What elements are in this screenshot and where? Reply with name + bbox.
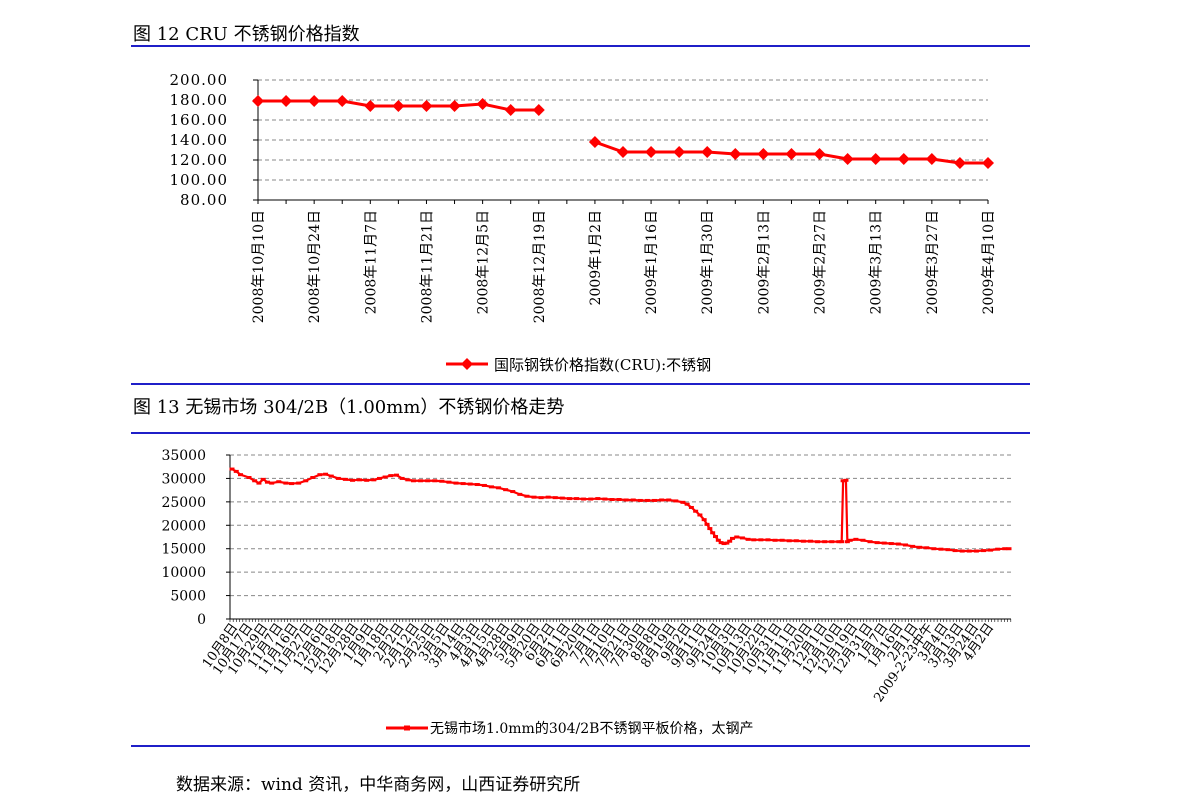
data-point	[588, 136, 601, 148]
x-tick-label: 2008年12月5日	[476, 210, 492, 314]
figure-13-title-rule	[131, 432, 1030, 434]
x-tick-label: 2009年4月10日	[981, 210, 997, 314]
data-point	[729, 148, 742, 160]
figure-13-bottom-rule	[131, 745, 1030, 747]
y-tick-label: 25000	[161, 495, 206, 511]
data-point	[785, 148, 798, 160]
x-tick-label: 2009年3月27日	[925, 210, 941, 314]
data-point	[645, 146, 658, 158]
y-tick-label: 5000	[170, 589, 206, 605]
y-tick-label: 15000	[161, 542, 206, 558]
x-tick-label: 2008年10月24日	[307, 210, 323, 323]
x-tick-label: 2009年1月30日	[700, 210, 716, 314]
data-point	[392, 100, 405, 112]
figure-13-chart: 0500010000150002000025000300003500010月8日…	[161, 448, 1012, 737]
data-point	[252, 95, 264, 107]
y-tick-label: 200.00	[170, 71, 229, 89]
x-tick-label: 2009年1月2日	[588, 210, 604, 305]
figure-12-title: 图 12 CRU 不锈钢价格指数	[133, 24, 360, 45]
data-point	[757, 148, 770, 160]
data-point	[280, 95, 293, 107]
data-point	[364, 100, 377, 112]
figure-12-title-rule	[131, 45, 1030, 47]
data-point	[420, 100, 433, 112]
data-point	[476, 98, 489, 110]
legend-marker	[461, 358, 473, 370]
data-point	[673, 146, 686, 158]
data-point	[336, 95, 349, 107]
data-point	[617, 146, 629, 158]
y-tick-label: 100.00	[170, 171, 229, 189]
source-note: 数据来源：wind 资讯，中华商务网，山西证券研究所	[176, 775, 581, 795]
y-tick-label: 180.00	[170, 91, 229, 109]
data-point	[308, 95, 321, 107]
y-tick-label: 10000	[161, 565, 206, 581]
x-tick-label: 2008年11月21日	[419, 210, 435, 323]
data-point	[841, 153, 854, 165]
x-tick-label: 2008年11月7日	[363, 210, 379, 314]
y-tick-label: 160.00	[170, 111, 229, 129]
data-point	[504, 104, 517, 116]
data-point	[897, 153, 910, 165]
y-tick-label: 80.00	[180, 191, 228, 209]
data-point	[869, 153, 882, 165]
y-tick-label: 140.00	[170, 131, 229, 149]
x-tick-label: 2008年10月10日	[251, 210, 267, 323]
figure-12-bottom-rule	[131, 383, 1030, 385]
data-point	[953, 157, 966, 169]
data-point	[532, 104, 545, 116]
figure-13-title: 图 13 无锡市场 304/2B（1.00mm）不锈钢价格走势	[133, 397, 565, 418]
x-tick-label: 2009年2月27日	[813, 210, 829, 314]
data-point	[813, 148, 826, 160]
y-tick-label: 30000	[161, 471, 206, 487]
legend-label: 无锡市场1.0mm的304/2B不锈钢平板价格，太钢产	[430, 720, 753, 737]
data-point	[701, 146, 714, 158]
figure-12-chart: 80.00 100.00 120.00 140.00 160.00 180.00 200.0…	[170, 71, 998, 374]
data-point	[982, 157, 994, 169]
y-tick-label: 35000	[161, 448, 206, 464]
x-tick-label: 2008年12月19日	[532, 210, 548, 323]
x-tick-label: 2009年1月16日	[644, 210, 660, 314]
x-tick-label: 2009年2月13日	[756, 210, 772, 314]
series-line	[231, 468, 1009, 553]
x-tick-label: 2009年3月13日	[869, 210, 885, 314]
legend-label: 国际钢铁价格指数(CRU):不锈钢	[494, 356, 711, 374]
y-tick-label: 20000	[161, 518, 206, 534]
y-tick-label: 0	[197, 612, 206, 628]
data-point	[448, 100, 461, 112]
y-tick-label: 120.00	[170, 151, 229, 169]
data-point	[925, 153, 938, 165]
